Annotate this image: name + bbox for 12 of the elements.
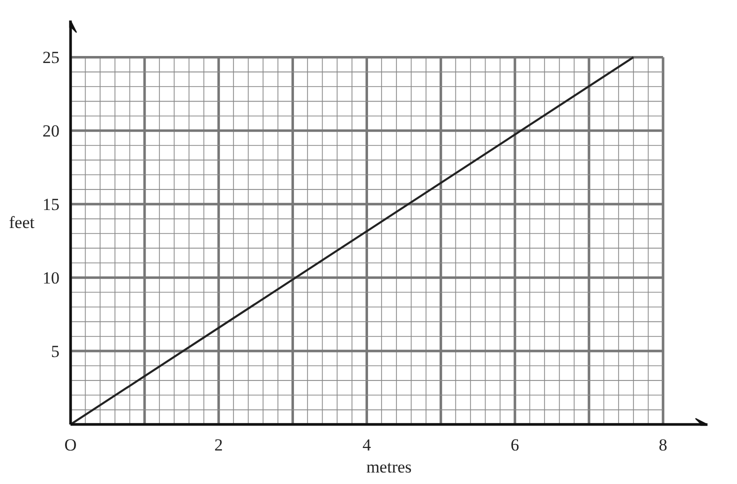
- x-tick-label: 6: [510, 436, 520, 454]
- x-tick-label: 4: [362, 436, 372, 454]
- x-tick-label: 8: [658, 436, 668, 454]
- y-tick-label: 20: [42, 122, 60, 141]
- y-tick-label: 25: [42, 48, 60, 68]
- x-tick-label: 2: [214, 436, 223, 454]
- y-axis-title: feet: [9, 213, 35, 232]
- y-tick-label: 15: [42, 195, 60, 214]
- x-axis-title: metres: [366, 458, 412, 476]
- y-tick-label: 5: [51, 342, 60, 362]
- y-tick-label: 10: [42, 268, 60, 288]
- x-tick-label: O: [64, 436, 77, 454]
